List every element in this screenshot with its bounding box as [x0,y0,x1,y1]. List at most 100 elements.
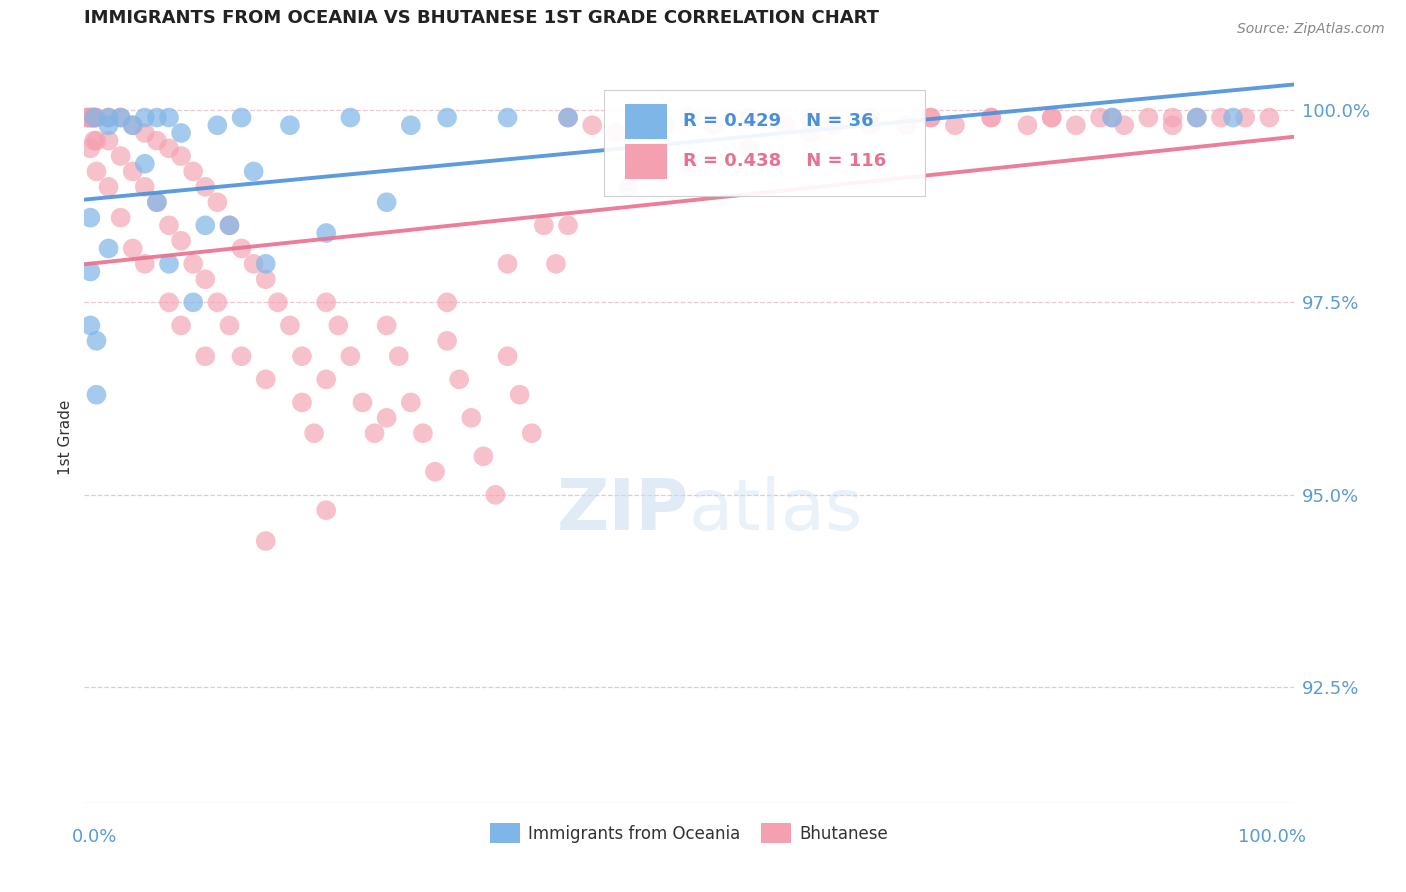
Text: Source: ZipAtlas.com: Source: ZipAtlas.com [1237,22,1385,37]
Point [363,426,385,441]
Point [82,111,104,125]
Point [302,426,325,441]
FancyBboxPatch shape [605,90,925,195]
Point [83,111,105,125]
Point [943,118,966,132]
Point [83,111,105,125]
Point [84,111,107,125]
Point [1064,118,1087,132]
Point [1258,111,1281,125]
Point [980,111,1002,125]
Point [146,195,169,210]
Point [412,426,434,441]
Point [339,349,361,363]
Point [496,111,519,125]
Point [1234,111,1257,125]
Point [181,295,204,310]
Point [339,111,361,125]
Point [181,257,204,271]
Point [617,179,640,194]
Point [83,134,105,148]
Point [920,111,942,125]
Point [896,118,918,132]
Point [254,534,277,549]
Point [315,503,337,517]
Point [449,372,471,386]
Point [399,395,422,409]
Point [1040,111,1063,125]
Point [278,118,301,132]
Text: 0.0%: 0.0% [72,829,118,847]
Point [146,134,169,148]
Point [291,349,314,363]
Point [77,111,100,125]
Text: atlas: atlas [689,475,863,545]
Point [738,111,761,125]
Bar [624,144,668,179]
Point [678,111,700,125]
Point [1185,111,1208,125]
Point [79,141,101,155]
Point [218,318,240,333]
Point [86,111,108,125]
Point [775,118,797,132]
Point [110,211,132,225]
Point [110,111,132,125]
Point [254,272,277,286]
Point [436,111,458,125]
Point [557,111,579,125]
Point [980,111,1002,125]
Text: 100.0%: 100.0% [1237,829,1306,847]
Point [242,257,264,271]
Text: R = 0.438    N = 116: R = 0.438 N = 116 [683,152,886,169]
Text: IMMIGRANTS FROM OCEANIA VS BHUTANESE 1ST GRADE CORRELATION CHART: IMMIGRANTS FROM OCEANIA VS BHUTANESE 1ST… [84,10,879,28]
Point [134,157,156,171]
Point [207,295,229,310]
Point [76,111,98,125]
Point [121,118,143,132]
Point [738,141,761,155]
Point [97,179,120,194]
Point [231,349,253,363]
Point [399,118,422,132]
Point [291,395,314,409]
Point [702,118,724,132]
Point [315,226,337,240]
Point [134,257,156,271]
Point [218,219,240,233]
Point [194,272,217,286]
Point [581,118,603,132]
Text: R = 0.429    N = 36: R = 0.429 N = 36 [683,112,873,130]
Point [352,395,374,409]
Point [1017,118,1039,132]
Point [79,318,101,333]
Point [375,195,398,210]
Point [533,219,555,233]
Point [254,257,277,271]
Point [146,195,169,210]
Point [1114,118,1136,132]
Point [134,126,156,140]
Point [231,111,253,125]
Point [557,111,579,125]
Point [97,118,120,132]
Point [157,219,180,233]
Point [157,111,180,125]
Point [194,349,217,363]
Point [170,234,193,248]
Point [630,111,652,125]
Point [509,388,531,402]
Point [86,388,108,402]
Point [859,111,882,125]
Point [799,126,821,140]
Point [315,295,337,310]
Point [121,118,143,132]
Point [194,219,217,233]
Point [1161,118,1184,132]
Point [460,410,482,425]
Point [77,111,100,125]
Point [1101,111,1123,125]
Point [121,242,143,256]
Point [375,318,398,333]
Point [110,111,132,125]
